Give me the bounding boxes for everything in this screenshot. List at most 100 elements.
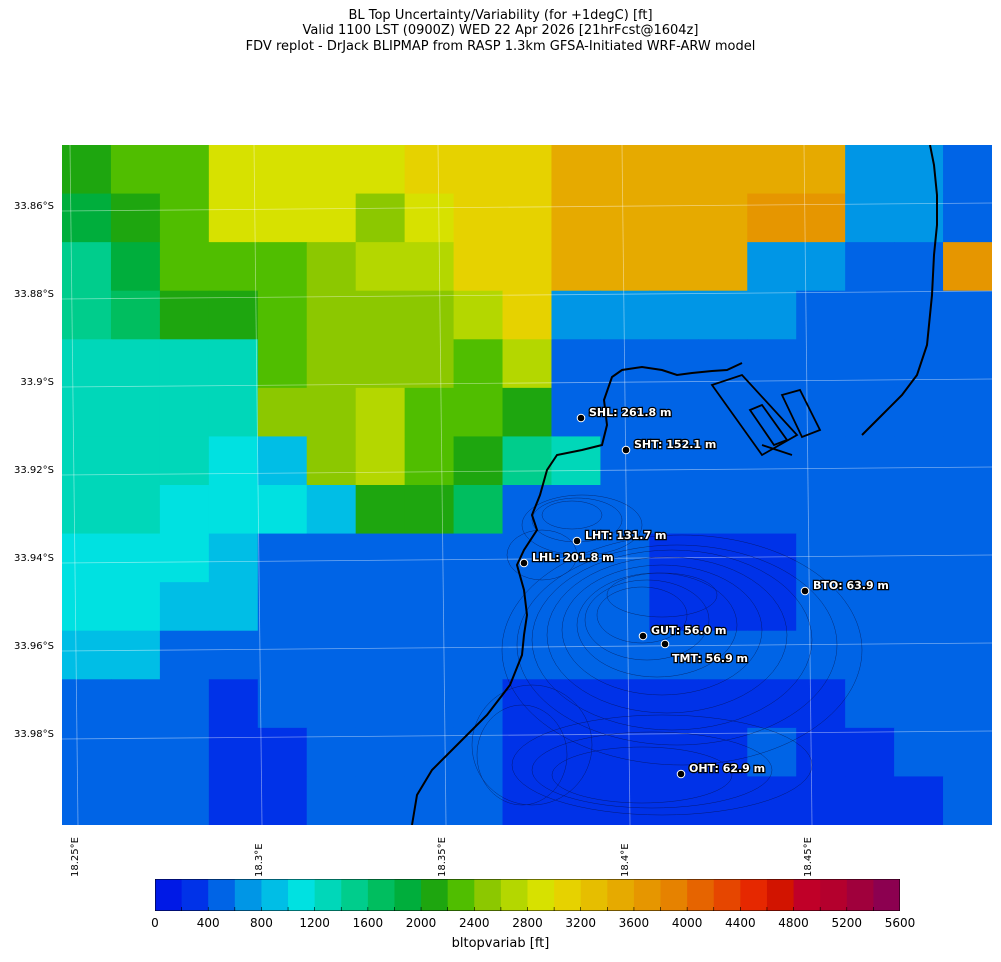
grid-cell [894,533,944,583]
grid-cell [355,387,406,438]
grid-cell [257,727,308,778]
grid-cell [404,679,455,729]
grid-cell [453,727,504,778]
grid-cell [649,193,699,243]
grid-cell [110,727,161,778]
grid-cell [747,242,797,292]
station-label: TMT: 56.9 m [672,652,748,665]
grid-cell [600,339,650,389]
station-marker [676,769,686,779]
latitude-tick-label: 33.86°S [14,201,54,212]
grid-cell [62,436,112,486]
grid-cell [208,679,259,729]
colorbar-bin [633,879,662,911]
grid-cell [453,145,504,195]
station-marker [638,631,648,641]
grid-cell [110,193,161,243]
station-marker [576,413,586,423]
grid-cell [159,145,210,195]
grid-cell [845,582,895,632]
grid-cell [502,436,553,486]
grid-cell [159,630,210,680]
grid-cell [845,193,895,243]
title-line-1: BL Top Uncertainty/Variability (for +1de… [348,8,653,23]
grid-cell [747,630,797,680]
grid-cell [796,193,846,243]
grid-cell [551,242,602,292]
colorbar-bin [421,879,449,911]
colorbar-bin [208,879,236,911]
grid-cell [159,485,210,535]
grid-cell [404,533,455,583]
grid-cell [159,776,210,825]
grid-cell [208,242,259,292]
colorbar-bin [766,879,795,911]
longitude-tick-label: 18.3°E [254,843,265,877]
grid-cell [845,387,895,438]
grid-cell [110,290,161,340]
latitude-gridline [62,290,992,300]
colorbar-tick-label: 5600 [884,916,916,930]
grid-cell [306,776,357,825]
grid-cell [208,582,259,632]
grid-cell [208,290,259,340]
colorbar-bin [740,879,768,911]
grid-cell [894,776,944,825]
grid-cell [551,436,602,486]
grid-cell [404,776,455,825]
grid-cell [62,679,112,729]
grid-cell [698,290,748,340]
grid-cell [894,436,944,486]
grid-cell [502,630,553,680]
grid-cell [845,242,895,292]
grid-cell [649,145,699,195]
grid-cell [551,339,602,389]
colorbar-bin [793,879,821,911]
grid-cell [502,339,553,389]
grid-cell [62,290,112,340]
longitude-tick-label: 18.4°E [620,843,631,877]
longitude-gridline [69,145,79,825]
grid-cell [551,193,602,243]
colorbar-bin [607,879,635,911]
colorbar-bin [820,879,848,911]
grid-cell [404,485,455,535]
grid-cell [698,630,748,680]
variability-grid [62,145,992,825]
grid-cell [747,582,797,632]
latitude-gridline [62,466,992,476]
grid-cell [600,145,650,195]
terrain-contours [471,494,863,816]
grid-cell [894,679,944,729]
grid-cell [306,630,357,680]
grid-cell [306,290,357,340]
grid-cell [551,630,602,680]
grid-cell [257,242,308,292]
colorbar-tick-label: 3600 [618,916,650,930]
grid-cell [257,145,308,195]
grid-cell [551,776,602,825]
latitude-gridline [62,554,992,564]
colorbar-bin [234,879,262,911]
grid-cell [649,776,699,825]
grid-cell [796,339,846,389]
grid-cell [355,145,406,195]
grid-cell [845,727,895,778]
grid-cell [845,290,895,340]
grid-cell [943,679,992,729]
grid-cell [894,485,944,535]
grid-cell [159,193,210,243]
grid-cell [747,533,797,583]
grid-cell [404,339,455,389]
station-label: LHL: 201.8 m [532,551,614,564]
colorbar-bin [394,879,422,911]
colorbar-bin [554,879,582,911]
grid-cell [747,776,797,825]
grid-cell [894,582,944,632]
grid-cell [943,533,992,583]
colorbar [155,879,900,911]
grid-cell [747,485,797,535]
grid-cell [894,242,944,292]
grid-cell [796,776,846,825]
grid-cell [62,387,112,438]
